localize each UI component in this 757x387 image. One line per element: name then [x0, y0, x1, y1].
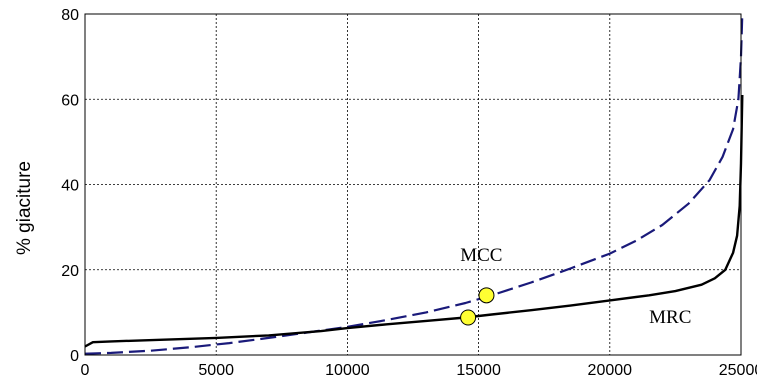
series-annotations: MCC MRC	[460, 245, 691, 328]
y-tick-labels: 0 20 40 60 80	[61, 7, 79, 365]
data-marker	[460, 309, 477, 326]
y-tick-label: 40	[61, 178, 79, 195]
x-tick-label: 10000	[325, 362, 370, 379]
y-tick-label: 60	[61, 92, 79, 109]
y-axis-label: % giaciture	[14, 161, 35, 255]
series-annotation-mcc: MCC	[460, 245, 502, 266]
data-markers	[460, 287, 495, 326]
y-tick-label: 0	[70, 348, 79, 365]
series-lines	[84, 13, 744, 355]
y-tick-label: 80	[61, 7, 79, 24]
x-tick-label: 20000	[588, 362, 633, 379]
series-annotation-mrc: MRC	[649, 307, 691, 328]
data-marker	[478, 287, 495, 304]
plot-frame	[84, 13, 742, 356]
series-line-mcc	[84, 13, 744, 355]
y-tick-label: 20	[61, 263, 79, 280]
x-tick-label: 5000	[198, 362, 234, 379]
x-tick-label: 15000	[456, 362, 501, 379]
x-tick-label: 0	[81, 362, 90, 379]
grid-lines	[85, 14, 741, 355]
series-line-mrc	[84, 94, 744, 348]
